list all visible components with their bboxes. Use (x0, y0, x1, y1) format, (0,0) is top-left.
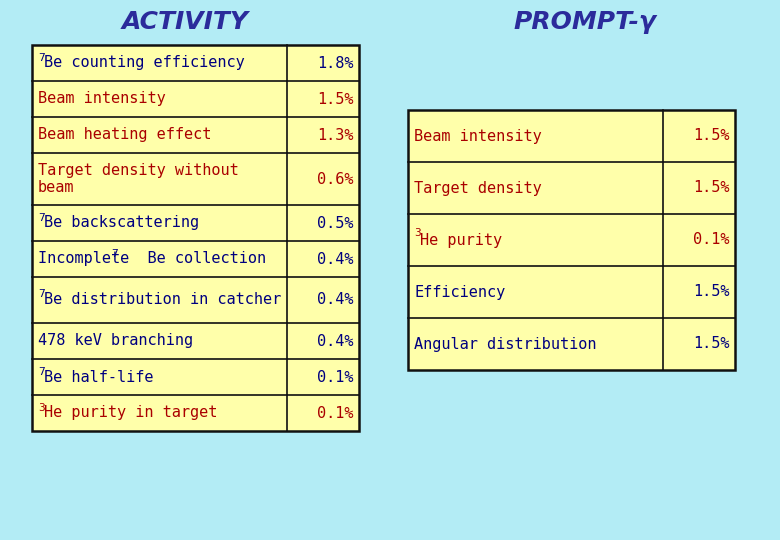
Text: 7: 7 (38, 367, 44, 377)
Text: 3: 3 (38, 403, 44, 413)
Text: Beam intensity: Beam intensity (38, 91, 165, 106)
Text: Target density without
beam: Target density without beam (38, 164, 239, 194)
Text: 7: 7 (38, 288, 44, 299)
Text: PROMPT-γ: PROMPT-γ (513, 10, 657, 34)
Text: Target density: Target density (414, 180, 542, 195)
Text: Beam intensity: Beam intensity (414, 129, 542, 144)
Text: 1.5%: 1.5% (317, 91, 354, 106)
Text: Be backscattering: Be backscattering (44, 215, 199, 231)
Text: He purity in target: He purity in target (44, 406, 218, 421)
Text: 0.4%: 0.4% (317, 334, 354, 348)
Text: Angular distribution: Angular distribution (414, 336, 597, 352)
Text: Be counting efficiency: Be counting efficiency (44, 56, 245, 71)
Text: 0.4%: 0.4% (317, 252, 354, 267)
Text: 7: 7 (38, 213, 44, 223)
Text: Incomplete  Be collection: Incomplete Be collection (38, 252, 266, 267)
Text: 0.6%: 0.6% (317, 172, 354, 186)
Bar (408, 110, 735, 370)
Text: Be distribution in catcher: Be distribution in catcher (44, 293, 282, 307)
Text: 1.5%: 1.5% (693, 180, 730, 195)
Text: 1.5%: 1.5% (693, 336, 730, 352)
Text: 3: 3 (414, 228, 420, 238)
Text: 478 keV branching: 478 keV branching (38, 334, 193, 348)
Text: 0.4%: 0.4% (317, 293, 354, 307)
Text: 1.8%: 1.8% (317, 56, 354, 71)
Text: 7: 7 (38, 53, 44, 63)
Text: Be half-life: Be half-life (44, 369, 154, 384)
Bar (32, 45, 359, 431)
Text: 0.1%: 0.1% (693, 233, 730, 247)
Text: 1.5%: 1.5% (693, 285, 730, 300)
Bar (408, 110, 735, 370)
Text: 0.1%: 0.1% (317, 406, 354, 421)
Bar (32, 45, 359, 431)
Text: 1.3%: 1.3% (317, 127, 354, 143)
Text: Beam heating effect: Beam heating effect (38, 127, 211, 143)
Text: He purity: He purity (420, 233, 502, 247)
Text: ACTIVITY: ACTIVITY (122, 10, 249, 34)
Text: 0.5%: 0.5% (317, 215, 354, 231)
Text: 0.1%: 0.1% (317, 369, 354, 384)
Text: 7: 7 (111, 249, 118, 259)
Text: 1.5%: 1.5% (693, 129, 730, 144)
Text: Efficiency: Efficiency (414, 285, 505, 300)
